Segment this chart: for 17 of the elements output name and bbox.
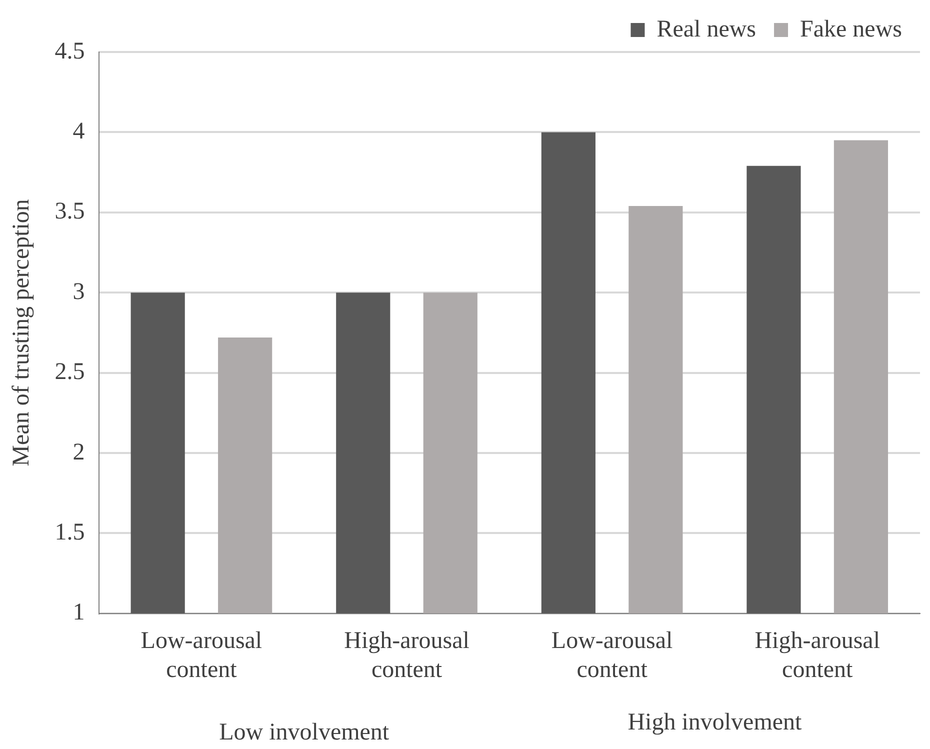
y-tick-label: 2.5 [54,359,85,386]
y-tick-label: 1.5 [54,519,85,546]
y-tick-label: 2 [72,439,85,466]
x-tick-label: Low-arousal content [140,628,262,683]
y-tick-label: 4.5 [54,38,85,64]
legend-label: Real news [656,16,756,42]
x-tick-label: High-arousal content [344,628,470,683]
y-tick-label: 1 [72,600,85,626]
legend-label: Fake news [800,16,902,42]
text: Low involvement [219,719,390,746]
y-tick-label: 3 [72,278,85,305]
y-tick-label: 3.5 [54,198,85,225]
y-tick-label: 4 [72,118,85,144]
y-axis-title: Mean of trusting perception [8,199,35,466]
text: High involvement [628,709,802,736]
x-tick-label: Low-arousal content [551,628,674,683]
x-tick-label: High-arousal content [754,628,880,683]
